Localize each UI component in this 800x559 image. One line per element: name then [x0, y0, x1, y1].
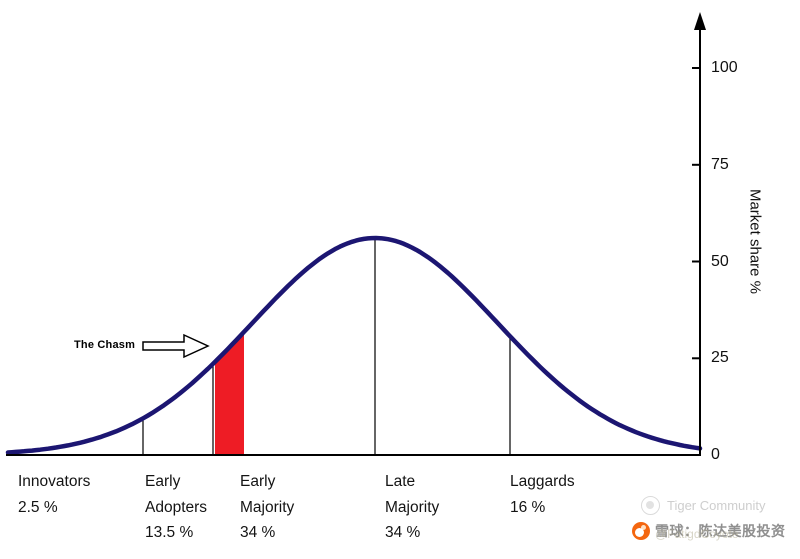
tiger-community-logo-icon	[641, 496, 660, 515]
y-tick-label: 0	[711, 446, 720, 463]
segment-label-line: Innovators	[18, 473, 91, 490]
bell-curve	[5, 235, 703, 455]
segment-label-innovators: Innovators 2.5 %	[18, 469, 90, 520]
y-tick-label: 75	[711, 155, 729, 173]
chasm-region	[215, 331, 244, 455]
xueqiu-snowball-logo-icon	[632, 522, 650, 540]
segment-label-line: 16 %	[510, 498, 546, 516]
segment-label-line: Adopters	[145, 498, 208, 516]
watermark-handle: @FatigdCoyote	[655, 527, 739, 541]
segment-label-line: 34 %	[240, 524, 276, 541]
xueqiu-watermark: 雪球：陈达美股投资	[632, 521, 786, 541]
tiger-community-label: Tiger Community	[667, 498, 766, 513]
segment-label-laggards: Laggards 16 %	[510, 469, 575, 520]
segment-label-line: Majority	[240, 498, 295, 516]
y-tick-label: 25	[711, 349, 729, 367]
segment-label-line: 13.5 %	[145, 524, 194, 541]
y-axis-title: Market share %	[746, 188, 764, 295]
tiger-community-watermark: Tiger Community	[641, 496, 765, 515]
chasm-arrow-icon	[142, 333, 210, 359]
y-tick-label: 100	[711, 59, 738, 76]
segment-label-line: Laggards	[510, 473, 575, 490]
segment-label-line: Early	[240, 473, 276, 490]
segment-label-early-adopters: Early Adopters 13.5 %	[145, 469, 207, 546]
chasm-annotation-label: The Chasm	[74, 339, 136, 351]
segment-label-line: Early	[145, 473, 181, 490]
xueqiu-label: 雪球：陈达美股投资	[655, 523, 786, 539]
segment-label-line: Majority	[385, 498, 440, 516]
segment-label-line: 34 %	[385, 524, 421, 541]
segment-label-late-majority: Late Majority 34 %	[385, 469, 439, 546]
segment-label-line: 2.5 %	[18, 498, 58, 516]
segment-label-early-majority: Early Majority 34 %	[240, 469, 294, 546]
y-axis-arrowhead-icon	[694, 12, 706, 30]
y-tick-label: 50	[711, 252, 729, 270]
segment-label-line: Late	[385, 473, 416, 490]
